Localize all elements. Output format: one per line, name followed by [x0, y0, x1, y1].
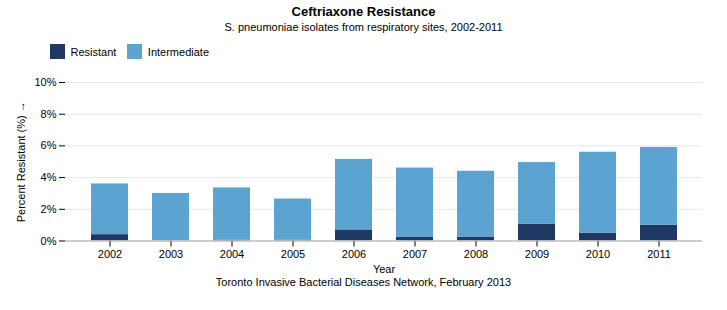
svg-text:2011: 2011 [647, 247, 671, 259]
svg-text:2009: 2009 [525, 247, 549, 259]
svg-text:Year: Year [373, 263, 396, 275]
html-text:Intermediate: Intermediate [147, 45, 209, 58]
svg-text:2004: 2004 [220, 247, 244, 259]
html-text:S. pneumoniae isolates from re: S. pneumoniae isolates from respiratory … [224, 21, 503, 33]
svg-text:8%: 8% [41, 107, 57, 119]
svg-text:0%: 0% [41, 234, 57, 246]
html-text:Resistant: Resistant [70, 45, 117, 58]
svg-text:2%: 2% [41, 202, 57, 214]
svg-text:2007: 2007 [403, 247, 427, 259]
svg-text:2006: 2006 [342, 247, 366, 259]
svg-text:4%: 4% [41, 171, 57, 183]
svg-text:2003: 2003 [159, 247, 183, 259]
svg-text:2010: 2010 [586, 247, 610, 259]
svg-text:6%: 6% [41, 139, 57, 151]
svg-text:2008: 2008 [464, 247, 488, 259]
svg-text:2005: 2005 [281, 247, 305, 259]
html-text:Ceftriaxone Resistance: Ceftriaxone Resistance [291, 4, 436, 19]
svg-text:10%: 10% [34, 76, 56, 88]
svg-text:Percent Resistant (%) →: Percent Resistant (%) → [15, 101, 27, 222]
svg-text:2002: 2002 [98, 247, 122, 259]
html-text:Toronto Invasive Bacterial Dis: Toronto Invasive Bacterial Diseases Netw… [215, 276, 512, 288]
